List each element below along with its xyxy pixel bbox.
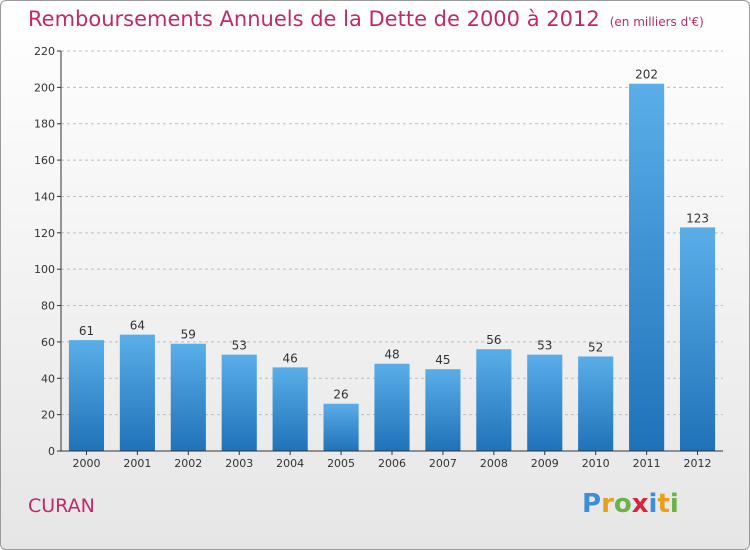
x-tick-label: 2001: [123, 457, 151, 470]
y-tick-label: 60: [41, 336, 55, 349]
data-label: 45: [435, 353, 450, 367]
bar: [170, 343, 206, 451]
y-tick-label: 0: [48, 445, 55, 458]
bar: [272, 367, 308, 451]
chart-title: Remboursements Annuels de la Dette de 20…: [28, 7, 704, 31]
data-label: 123: [686, 211, 709, 225]
chart-unit-label: (en milliers d'€): [609, 15, 704, 29]
bar: [527, 354, 563, 451]
data-label: 52: [588, 340, 603, 354]
bar: [679, 227, 716, 451]
axes: 0 20 40 60 80 100 120 140 160 180 200 220 2000 2001 20…: [34, 45, 723, 470]
bar: [68, 340, 105, 451]
x-tick-label: 2012: [684, 457, 712, 470]
x-tick-label: 2006: [378, 457, 406, 470]
bar: [323, 403, 359, 451]
bar: [221, 354, 257, 451]
y-tick-label: 220: [34, 45, 55, 58]
y-tick-label: 40: [41, 372, 55, 385]
data-label: 61: [79, 324, 94, 338]
y-tick-label: 140: [34, 190, 55, 203]
x-tick-label: 2009: [531, 457, 559, 470]
x-tick-label: 2000: [72, 457, 100, 470]
bar: [119, 334, 155, 451]
bars: 61 64 59 53 46 26 48 45 56 53 52 202 123: [68, 68, 716, 452]
y-tick-label: 160: [34, 154, 55, 167]
y-tick-label: 180: [34, 118, 55, 131]
x-tick-label: 2003: [225, 457, 253, 470]
x-tick-label: 2010: [582, 457, 610, 470]
data-label: 26: [333, 388, 348, 402]
x-tick-label: 2007: [429, 457, 457, 470]
x-tick-label: 2005: [327, 457, 355, 470]
data-label: 53: [537, 339, 552, 353]
chart-title-text: Remboursements Annuels de la Dette de 20…: [28, 7, 600, 31]
bar: [374, 363, 410, 451]
bar: [425, 369, 461, 451]
bar: [476, 349, 512, 451]
x-tick-label: 2002: [174, 457, 202, 470]
commune-name: CURAN: [28, 495, 95, 517]
x-tick-label: 2008: [480, 457, 508, 470]
data-label: 202: [635, 68, 658, 82]
y-tick-label: 100: [34, 263, 55, 276]
x-tick-label: 2004: [276, 457, 304, 470]
data-label: 53: [232, 339, 247, 353]
x-tick-label: 2011: [633, 457, 661, 470]
bar: [629, 83, 665, 452]
y-tick-label: 120: [34, 227, 55, 240]
data-label: 59: [181, 328, 196, 342]
y-tick-label: 200: [34, 81, 55, 94]
data-label: 64: [130, 319, 145, 333]
bar: [578, 356, 614, 451]
y-tick-label: 20: [41, 409, 55, 422]
data-label: 48: [384, 348, 399, 362]
proxiti-logo: Proxiti: [582, 489, 679, 519]
data-label: 56: [486, 333, 501, 347]
y-tick-label: 80: [41, 300, 55, 313]
data-label: 46: [283, 351, 298, 365]
